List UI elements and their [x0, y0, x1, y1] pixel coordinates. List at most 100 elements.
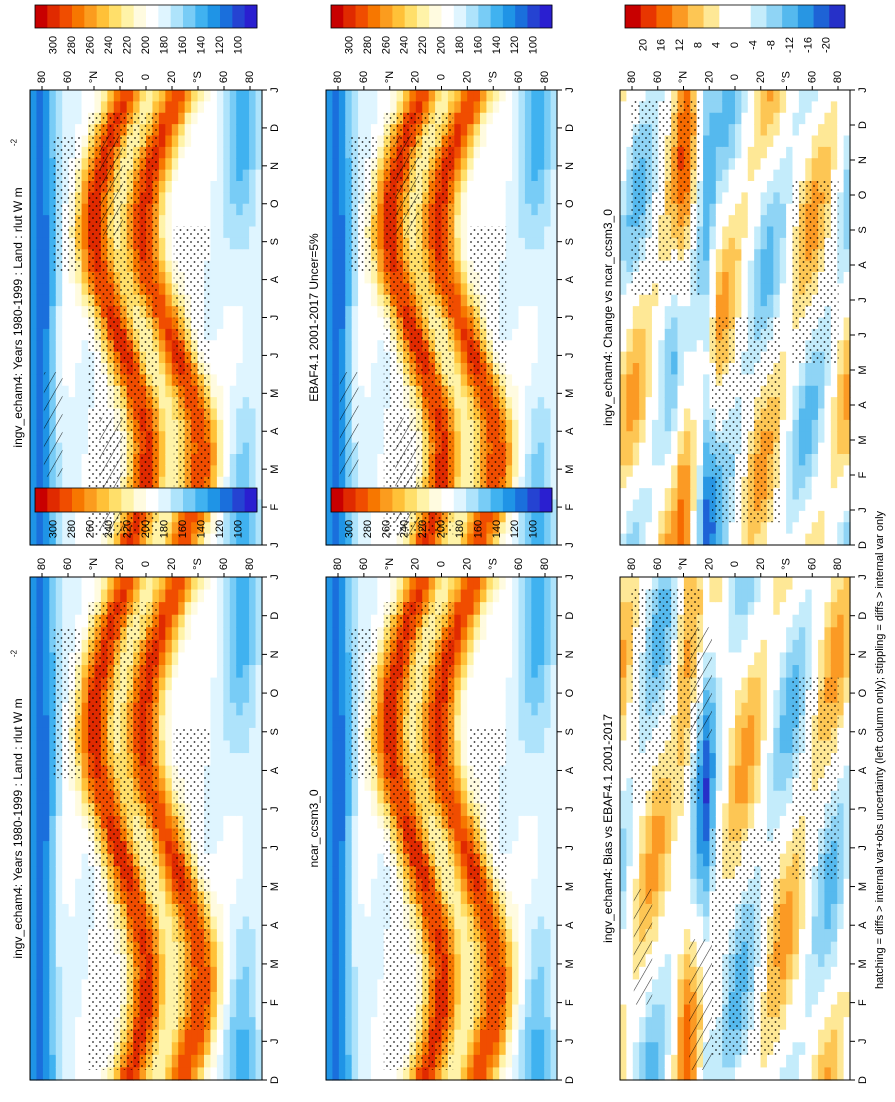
heatmap-cell: [158, 408, 166, 421]
heatmap-cell: [524, 158, 532, 171]
heatmap-cell: [229, 328, 237, 341]
heatmap-cell: [229, 690, 237, 704]
heatmap-cell: [42, 1029, 50, 1043]
heatmap-cell: [242, 1017, 250, 1031]
heatmap-cell: [68, 317, 76, 330]
heatmap-cell: [236, 979, 244, 993]
heatmap-cell: [191, 677, 199, 691]
heatmap-cell: [210, 419, 218, 432]
heatmap-cell: [184, 203, 192, 216]
heatmap-cell: [158, 1067, 166, 1081]
heatmap-cell: [30, 90, 38, 102]
heatmap-cell: [158, 1004, 166, 1018]
heatmap-cell: [36, 510, 44, 523]
heatmap-cell: [223, 260, 231, 273]
heatmap-cell: [36, 397, 44, 410]
heatmap-cell: [223, 991, 231, 1006]
heatmap-cell: [345, 891, 353, 905]
heatmap-cell: [36, 419, 44, 432]
heatmap-cell: [249, 1004, 257, 1018]
heatmap-cell: [338, 101, 346, 114]
heatmap-cell: [492, 146, 500, 159]
heatmap-cell: [524, 226, 532, 239]
heatmap-cell: [223, 677, 231, 691]
heatmap-cell: [249, 702, 257, 716]
heatmap-cell: [512, 203, 520, 216]
colorbar-swatch: [47, 488, 61, 512]
heatmap-cell: [255, 533, 263, 546]
heatmap-cell: [42, 124, 50, 137]
heatmap-cell: [229, 237, 237, 250]
heatmap-cell: [81, 385, 89, 398]
heatmap-cell: [396, 101, 404, 114]
heatmap-cell: [242, 476, 250, 489]
heatmap-cell: [216, 690, 224, 704]
heatmap-cell: [30, 589, 38, 603]
heatmap-cell: [68, 124, 76, 137]
heatmap-cell: [55, 878, 63, 892]
heatmap-cell: [184, 146, 192, 159]
heatmap-cell: [377, 803, 385, 817]
heatmap-cell: [370, 328, 378, 341]
heatmap-cell: [216, 283, 224, 296]
heatmap-cell: [184, 614, 192, 628]
heatmap-cell: [524, 351, 532, 364]
heatmap-cell: [165, 374, 173, 387]
heatmap-cell: [524, 135, 532, 148]
heatmap-cell: [537, 294, 545, 307]
heatmap-cell: [242, 533, 250, 546]
heatmap-cell: [255, 941, 263, 955]
heatmap-cell: [358, 90, 366, 102]
heatmap-cell: [216, 533, 224, 546]
heatmap-cell: [81, 226, 89, 239]
heatmap-cell: [236, 306, 244, 319]
heatmap-cell: [197, 135, 205, 148]
heatmap-cell: [550, 158, 558, 171]
colorbar-tick-label: 120: [214, 36, 226, 54]
heatmap-cell: [332, 442, 340, 455]
heatmap-cell: [364, 954, 372, 968]
heatmap-cell: [191, 639, 199, 654]
heatmap-cell: [81, 627, 89, 641]
heatmap-cell: [178, 602, 186, 616]
heatmap-cell: [62, 866, 70, 880]
heatmap-cell: [55, 101, 63, 114]
heatmap-cell: [242, 866, 250, 880]
heatmap-cell: [42, 533, 50, 546]
panel-title: EBAF4.1 2001-2017 Uncer=5%: [307, 233, 321, 402]
heatmap-cell: [544, 112, 552, 125]
heatmap-cell: [249, 510, 257, 523]
heatmap-cell: [184, 1054, 192, 1069]
colorbar-tick-label: 280: [66, 520, 78, 538]
heatmap-cell: [229, 351, 237, 364]
heatmap-cell: [165, 602, 173, 616]
heatmap-cell: [505, 146, 513, 159]
heatmap-cell: [30, 727, 38, 742]
heatmap-cell: [332, 169, 340, 182]
heatmap-cell: [75, 929, 83, 943]
heatmap-cell: [223, 740, 231, 754]
heatmap-cell: [81, 90, 89, 102]
heatmap-cell: [524, 363, 532, 375]
heatmap-cell: [338, 828, 346, 842]
heatmap-cell: [454, 237, 462, 250]
heatmap-cell: [326, 226, 334, 239]
heatmap-cell: [81, 966, 89, 980]
heatmap-cell: [345, 979, 353, 993]
heatmap-cell: [158, 101, 166, 114]
heatmap-cell: [49, 727, 57, 742]
heatmap-cell: [454, 135, 462, 148]
heatmap-cell: [236, 454, 244, 466]
heatmap-cell: [550, 249, 558, 262]
heatmap-cell: [249, 966, 257, 980]
heatmap-cell: [550, 328, 558, 341]
heatmap-cell: [216, 1004, 224, 1018]
heatmap-cell: [36, 442, 44, 455]
heatmap-cell: [75, 374, 83, 387]
heatmap-cell: [216, 966, 224, 980]
heatmap-cell: [216, 627, 224, 641]
heatmap-cell: [550, 431, 558, 444]
heatmap-cell: [377, 866, 385, 880]
heatmap-cell: [229, 192, 237, 205]
